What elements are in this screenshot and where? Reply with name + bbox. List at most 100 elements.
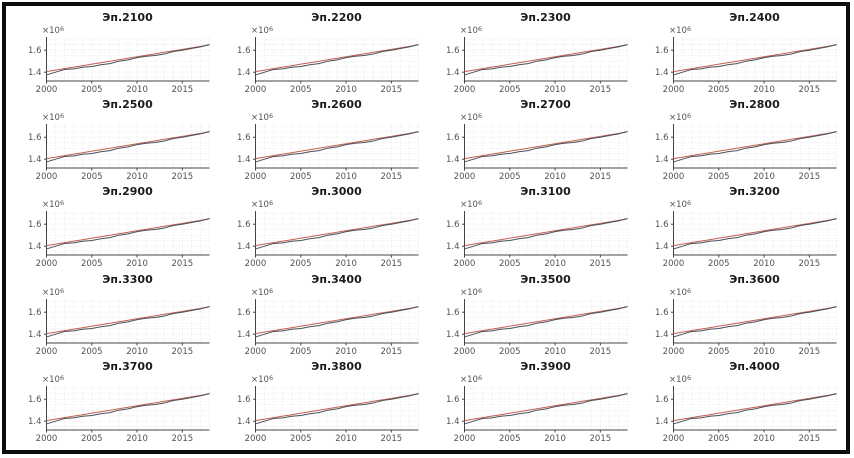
linear-trend-line — [673, 393, 837, 421]
subplot-title: Эп.3700 — [102, 359, 153, 373]
y-tick-label: 1.4 — [655, 417, 669, 427]
x-tick-label: 2005 — [81, 85, 103, 94]
subplot-title: Эп.3400 — [311, 272, 362, 286]
x-tick-label: 2000 — [663, 347, 685, 356]
plot-area: 2000 2005 2010 2015 1.4 1.6 — [655, 211, 837, 268]
linear-trend-line — [464, 393, 628, 421]
y-scale-base: ×10 — [42, 287, 60, 298]
x-tick-label: 2010 — [544, 85, 566, 94]
y-tick-label: 1.6 — [28, 46, 42, 56]
observed-line — [46, 392, 210, 425]
plot-area: 2000 2005 2010 2015 1.4 1.6 — [655, 124, 837, 181]
subplot: Эп.3200 ×106 2000 2005 2010 2015 1.4 1.6 — [639, 185, 840, 270]
observed-line — [464, 392, 628, 425]
x-tick-label: 2000 — [663, 259, 685, 268]
subplot-title: Эп.3100 — [520, 185, 571, 199]
subplot: Эп.2500 ×106 2000 2005 2010 2015 1.4 1.6 — [12, 98, 213, 183]
observed-line — [255, 131, 419, 163]
subplot: Эп.3000 ×106 2000 2005 2010 2015 1.4 1.6 — [221, 185, 422, 270]
x-tick-label: 2015 — [172, 172, 194, 181]
linear-trend-line — [464, 131, 628, 160]
y-scale-exp: 6 — [59, 286, 65, 295]
plot-area: 2000 2005 2010 2015 1.4 1.6 — [237, 385, 419, 443]
y-scale-exponent-label: ×106 — [251, 198, 422, 210]
x-tick-label: 2000 — [36, 172, 58, 181]
observed-line — [673, 131, 837, 163]
linear-trend-line — [255, 306, 419, 334]
observed-line — [464, 131, 628, 163]
subplot: Эп.2200 ×106 2000 2005 2010 2015 1.4 1.6 — [221, 11, 422, 96]
linear-trend-line — [255, 393, 419, 421]
x-tick-label: 2010 — [753, 259, 775, 268]
x-tick-label: 2000 — [454, 259, 476, 268]
y-tick-label: 1.6 — [237, 133, 251, 143]
plot-area: 2000 2005 2010 2015 1.4 1.6 — [237, 37, 419, 94]
y-scale-exponent-label: ×106 — [669, 198, 840, 210]
y-tick-label: 1.6 — [655, 46, 669, 56]
x-tick-label: 2005 — [81, 259, 103, 268]
x-tick-label: 2005 — [290, 434, 312, 443]
y-tick-label: 1.4 — [237, 330, 251, 340]
plot-area: 2000 2005 2010 2015 1.4 1.6 — [28, 211, 210, 268]
y-scale-base: ×10 — [251, 287, 269, 298]
y-scale-base: ×10 — [460, 200, 478, 211]
y-tick-label: 1.6 — [28, 308, 42, 318]
y-scale-exponent-label: ×106 — [251, 111, 422, 123]
y-scale-exp: 6 — [59, 373, 65, 382]
subplot: Эп.3600 ×106 2000 2005 2010 2015 1.4 1.6 — [639, 273, 840, 358]
x-tick-label: 2000 — [454, 172, 476, 181]
y-scale-exponent-label: ×106 — [251, 373, 422, 385]
y-scale-base: ×10 — [460, 287, 478, 298]
subplot-title: Эп.2300 — [520, 11, 571, 24]
plot-area: 2000 2005 2010 2015 1.4 1.6 — [446, 211, 628, 268]
plot-area: 2000 2005 2010 2015 1.4 1.6 — [28, 124, 210, 181]
linear-trend-line — [464, 44, 628, 73]
x-tick-label: 2000 — [245, 347, 267, 356]
y-tick-label: 1.4 — [446, 417, 460, 427]
y-scale-exp: 6 — [477, 199, 483, 208]
y-scale-exponent-label: ×106 — [251, 286, 422, 298]
x-tick-label: 2000 — [454, 347, 476, 356]
y-tick-label: 1.6 — [655, 308, 669, 318]
linear-trend-line — [673, 131, 837, 160]
plot-area: 2000 2005 2010 2015 1.4 1.6 — [446, 37, 628, 94]
subplot: Эп.3900 ×106 2000 2005 2010 2015 1.4 1.6 — [430, 360, 631, 445]
x-tick-label: 2005 — [499, 347, 521, 356]
x-tick-label: 2005 — [81, 347, 103, 356]
linear-trend-line — [46, 306, 210, 334]
observed-line — [673, 218, 837, 250]
subplot-grid: Эп.2100 ×106 2000 2005 2010 2015 1.4 1.6 Эп.2… — [12, 11, 840, 445]
y-tick-label: 1.6 — [28, 133, 42, 143]
subplot: Эп.2700 ×106 2000 2005 2010 2015 1.4 1.6 — [430, 98, 631, 183]
linear-trend-line — [255, 131, 419, 160]
observed-line — [673, 43, 837, 76]
y-tick-label: 1.4 — [655, 68, 669, 78]
y-scale-exp: 6 — [59, 25, 65, 33]
y-scale-exponent-label: ×106 — [460, 111, 631, 123]
plot-area: 2000 2005 2010 2015 1.4 1.6 — [655, 385, 837, 443]
plot-area: 2000 2005 2010 2015 1.4 1.6 — [655, 298, 837, 356]
y-scale-base: ×10 — [251, 26, 269, 36]
observed-line — [255, 392, 419, 425]
plot-area: 2000 2005 2010 2015 1.4 1.6 — [28, 37, 210, 94]
x-tick-label: 2010 — [126, 85, 148, 94]
figure-frame: Эп.2100 ×106 2000 2005 2010 2015 1.4 1.6 Эп.2… — [2, 2, 850, 454]
x-tick-label: 2010 — [753, 172, 775, 181]
x-tick-label: 2010 — [126, 434, 148, 443]
x-tick-label: 2010 — [335, 259, 357, 268]
y-scale-exponent-label: ×106 — [42, 286, 213, 298]
y-scale-exponent-label: ×106 — [669, 286, 840, 298]
x-tick-label: 2010 — [335, 172, 357, 181]
y-scale-exponent-label: ×106 — [42, 111, 213, 123]
x-tick-label: 2010 — [544, 172, 566, 181]
y-tick-label: 1.6 — [237, 221, 251, 231]
linear-trend-line — [255, 44, 419, 73]
y-scale-exponent-label: ×106 — [460, 286, 631, 298]
y-scale-exponent-label: ×106 — [42, 24, 213, 36]
subplot-title: Эп.3200 — [729, 185, 780, 199]
subplot: Эп.2100 ×106 2000 2005 2010 2015 1.4 1.6 — [12, 11, 213, 96]
x-tick-label: 2000 — [454, 85, 476, 94]
subplot: Эп.2900 ×106 2000 2005 2010 2015 1.4 1.6 — [12, 185, 213, 270]
x-tick-label: 2005 — [81, 172, 103, 181]
x-tick-label: 2015 — [172, 259, 194, 268]
